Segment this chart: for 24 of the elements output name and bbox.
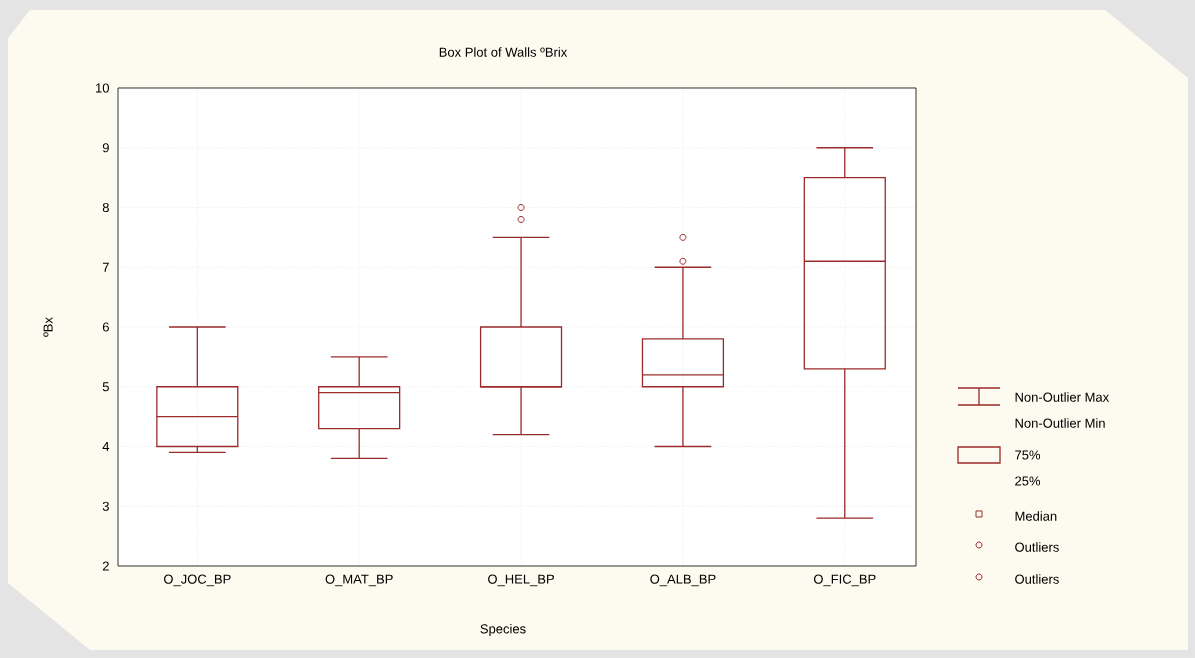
x-tick-label: O_HEL_BP <box>488 574 554 587</box>
y-tick-label: 5 <box>102 382 109 392</box>
text: Non-Outlier Max <box>1015 392 1110 402</box>
x-tick-label: O_MAT_BP <box>325 574 393 587</box>
y-tick-label: 10 <box>96 83 109 93</box>
y-tick-label: 4 <box>102 442 110 451</box>
text: 75% <box>1015 450 1041 460</box>
text: Outliers <box>1015 574 1059 584</box>
x-axis-title: Species <box>480 623 526 637</box>
text: Median <box>1015 511 1057 521</box>
y-tick-label: 8 <box>102 202 109 213</box>
y-tick-label: 3 <box>102 501 109 511</box>
y-tick-label: 6 <box>102 322 109 332</box>
x-tick-label: O_ALB_BP <box>650 574 716 587</box>
chart-title: Box Plot of Walls ºBrix <box>439 47 568 57</box>
text: 25% <box>1015 476 1041 486</box>
text: Non-Outlier Min <box>1015 418 1105 428</box>
y-tick-label: 7 <box>102 262 109 272</box>
text: Outliers <box>1015 542 1059 552</box>
x-tick-label: O_FIC_BP <box>813 574 876 587</box>
y-axis-title: ºBx <box>43 317 53 337</box>
y-tick-label: 9 <box>102 143 109 153</box>
x-tick-label: O_JOC_BP <box>163 574 231 587</box>
y-tick-label: 2 <box>102 561 109 571</box>
